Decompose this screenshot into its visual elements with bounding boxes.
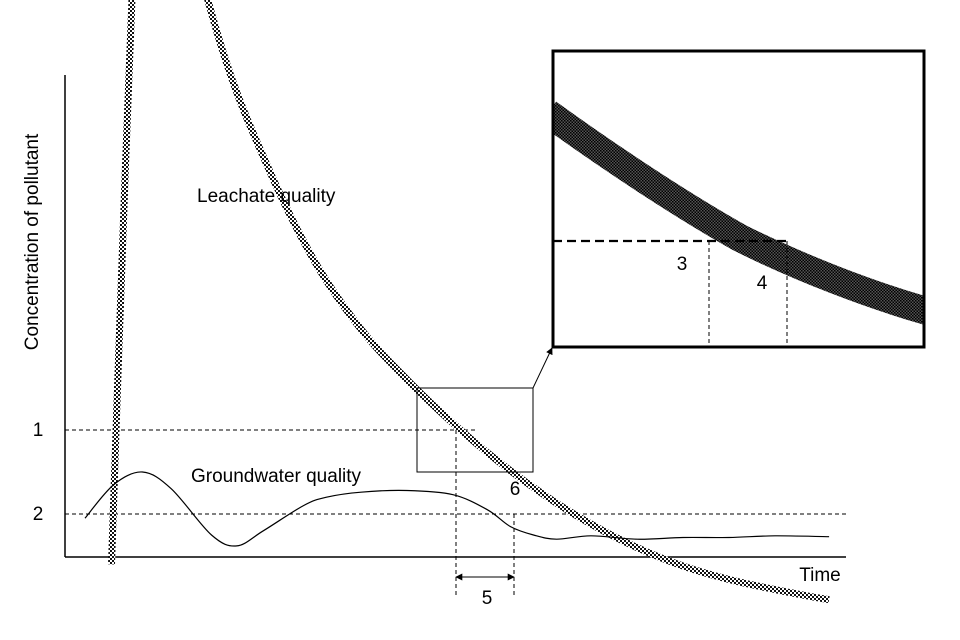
- y-axis-label: Concentration of pollutant: [22, 133, 43, 350]
- x-axis-label: Time: [799, 565, 841, 586]
- tick-label-2: 2: [33, 504, 44, 525]
- groundwater-quality-series: [84, 471, 830, 547]
- inset-leachate-band: [554, 101, 923, 325]
- zoom-arrow: [532, 347, 553, 389]
- label-3: 3: [677, 254, 688, 275]
- label-6: 6: [510, 479, 521, 500]
- tick-label-1: 1: [33, 420, 44, 441]
- label-4: 4: [757, 273, 768, 294]
- leachate-quality-label: Leachate quality: [197, 186, 336, 207]
- zoom-window: [416, 387, 534, 473]
- zoom-inset: 3 4: [551, 49, 926, 349]
- label-5: 5: [482, 588, 493, 609]
- groundwater-quality-label: Groundwater quality: [191, 466, 362, 487]
- leachate-quality-series: [108, 0, 830, 604]
- inset-frame: [551, 49, 926, 349]
